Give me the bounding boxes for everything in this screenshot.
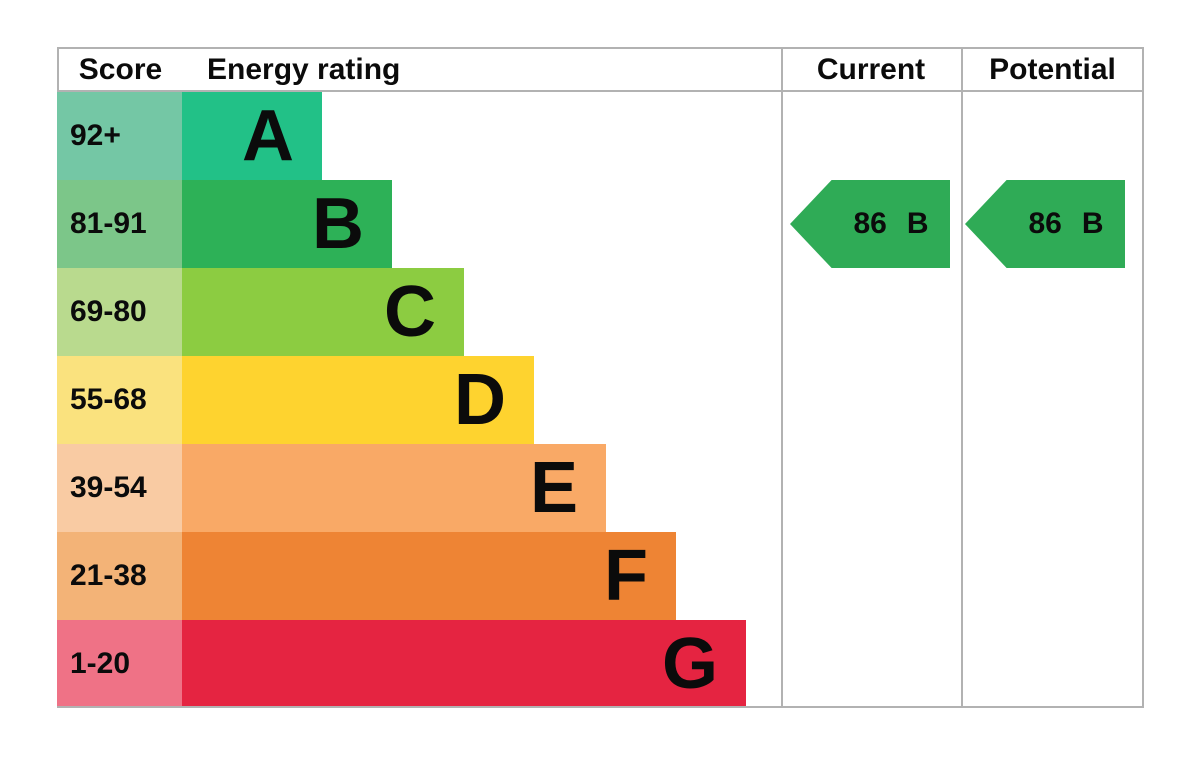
potential-column-divider <box>961 47 963 708</box>
score-cell-F: 21-38 <box>57 532 182 620</box>
header-potential: Potential <box>989 52 1116 86</box>
band-letter: A <box>242 96 294 176</box>
current-score-value: 86 <box>853 207 887 240</box>
rating-bar-E: E <box>182 444 606 532</box>
header-row: Score Energy rating Current Potential <box>57 47 1144 92</box>
header-score: Score <box>78 52 163 86</box>
right-border <box>1142 47 1144 708</box>
header-current: Current <box>816 52 926 86</box>
rating-bar-C: C <box>182 268 464 356</box>
score-cell-G: 1-20 <box>57 620 182 708</box>
band-letter: F <box>604 536 648 616</box>
score-cell-E: 39-54 <box>57 444 182 532</box>
bottom-border <box>57 706 1144 708</box>
potential-band-letter: B <box>1081 207 1104 240</box>
rating-bar-F: F <box>182 532 676 620</box>
current-rating-arrow: 86 B <box>790 180 950 268</box>
score-cell-C: 69-80 <box>57 268 182 356</box>
current-column-divider <box>781 47 783 708</box>
rating-bar-D: D <box>182 356 534 444</box>
score-cell-A: 92+ <box>57 92 182 180</box>
current-band-letter: B <box>906 207 929 240</box>
band-letter: C <box>384 272 436 352</box>
band-letter: D <box>454 360 506 440</box>
score-cell-B: 81-91 <box>57 180 182 268</box>
band-letter: E <box>529 448 578 528</box>
header-energy-rating: Energy rating <box>207 52 401 86</box>
rating-bar-A: A <box>182 92 322 180</box>
rating-bar-G: G <box>182 620 746 708</box>
potential-score-value: 86 <box>1028 207 1062 240</box>
rating-bar-B: B <box>182 180 392 268</box>
epc-chart: Score Energy rating Current Potential 92… <box>57 47 1144 708</box>
score-cell-D: 55-68 <box>57 356 182 444</box>
band-letter: B <box>312 184 364 264</box>
potential-rating-arrow: 86 B <box>965 180 1125 268</box>
band-letter: G <box>661 624 718 704</box>
